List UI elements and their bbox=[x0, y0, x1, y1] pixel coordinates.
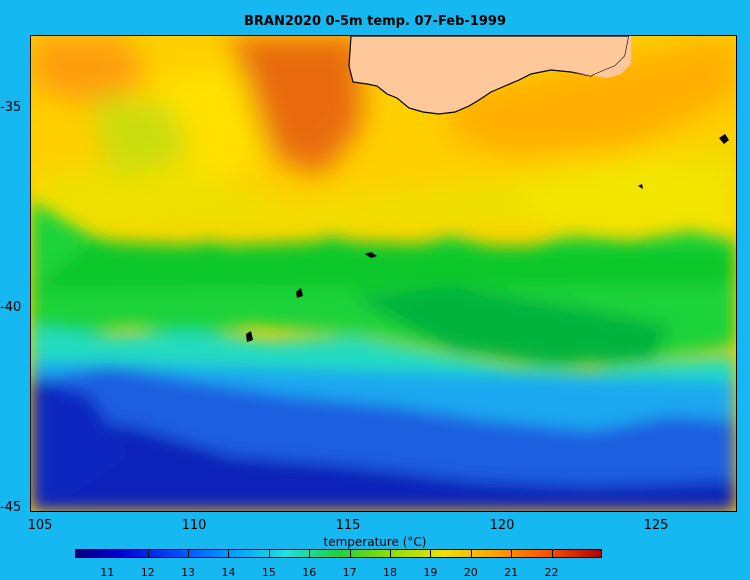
colorbar-tick-mark bbox=[147, 549, 149, 557]
x-tick-label: 115 bbox=[335, 518, 361, 533]
colorbar-tick-label: 19 bbox=[423, 566, 438, 579]
colorbar-tick-label: 12 bbox=[140, 566, 155, 579]
y-tick-label: -40 bbox=[0, 300, 22, 315]
x-tick-label: 120 bbox=[489, 518, 515, 533]
y-tick-label: -35 bbox=[0, 100, 22, 115]
colorbar-tick-mark bbox=[107, 549, 109, 557]
island-marker bbox=[638, 184, 643, 189]
colorbar-tick-label: 22 bbox=[544, 566, 559, 579]
colorbar-tick-mark bbox=[390, 549, 391, 557]
colorbar-tick-label: 11 bbox=[100, 566, 115, 579]
x-tick-label: 105 bbox=[27, 518, 53, 533]
colorbar-tick-label: 16 bbox=[302, 566, 317, 579]
colorbar-tick-label: 14 bbox=[221, 566, 236, 579]
colorbar-tick-mark bbox=[349, 549, 351, 557]
island-marker bbox=[719, 134, 729, 144]
temperature-field bbox=[31, 36, 736, 511]
colorbar-tick-mark bbox=[470, 549, 472, 557]
island-marker bbox=[296, 288, 303, 298]
colorbar-tick-label: 13 bbox=[181, 566, 196, 579]
colorbar-tick-mark bbox=[511, 549, 513, 557]
y-tick-label: -45 bbox=[0, 500, 22, 515]
sea-temperature-map bbox=[30, 35, 737, 512]
colorbar-tick-mark bbox=[228, 549, 230, 557]
colorbar-tick-mark bbox=[188, 549, 190, 557]
colorbar-tick-label: 20 bbox=[463, 566, 478, 579]
colorbar-tick-mark bbox=[430, 549, 432, 557]
island-marker bbox=[246, 331, 253, 342]
colorbar-tick-label: 18 bbox=[383, 566, 397, 579]
island-marker bbox=[365, 252, 377, 258]
colorbar-label: temperature (°C) bbox=[323, 535, 427, 549]
x-tick-label: 110 bbox=[181, 518, 207, 533]
colorbar-tick-mark bbox=[268, 549, 270, 557]
colorbar-tick-mark bbox=[551, 549, 553, 557]
map-title: BRAN2020 0-5m temp. 07-Feb-1999 bbox=[243, 14, 506, 29]
colorbar-tick-label: 15 bbox=[261, 566, 276, 579]
colorbar-tick-label: 21 bbox=[504, 566, 519, 579]
colorbar bbox=[75, 549, 602, 558]
colorbar-tick-mark bbox=[309, 549, 311, 557]
x-tick-label: 125 bbox=[643, 518, 669, 533]
colorbar-tick-label: 17 bbox=[342, 566, 357, 579]
